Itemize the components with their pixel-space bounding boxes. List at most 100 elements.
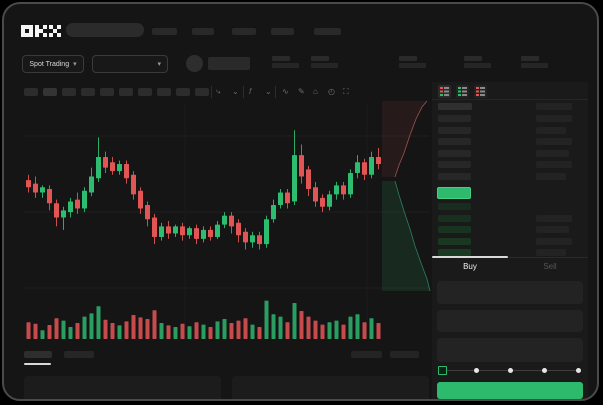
orderbook-amount[interactable]	[536, 149, 569, 157]
pair-selector-dropdown[interactable]: ▾	[92, 55, 168, 73]
orderbook-amount[interactable]	[536, 172, 566, 180]
app-window: Spot Trading ▾ ▾ ⤷ ⌄ 𝑓 ⌄ ∿ ✎ ⌂ ◴ ⛶	[2, 2, 599, 401]
orderbook-price[interactable]	[438, 249, 471, 256]
amount-slider[interactable]	[438, 366, 581, 375]
market-type-label: Spot Trading	[29, 60, 70, 68]
nav-item[interactable]	[271, 28, 294, 35]
orderbook-bids-only-icon[interactable]	[456, 85, 469, 98]
interval-button[interactable]	[176, 88, 190, 96]
stat-label	[272, 56, 290, 61]
okx-logo-icon	[21, 23, 61, 39]
toolbar-divider	[243, 86, 244, 98]
total-input[interactable]	[437, 338, 583, 362]
stat-label	[399, 56, 417, 61]
orderbook-price[interactable]	[438, 226, 471, 233]
slider-stop[interactable]	[575, 368, 581, 373]
stat-value	[399, 63, 426, 68]
chevron-down-icon: ▾	[73, 60, 77, 68]
chevron-down-icon[interactable]: ⌄	[232, 87, 239, 96]
orderbook-price[interactable]	[438, 126, 471, 134]
orderbook-asks-only-icon[interactable]	[474, 85, 487, 98]
nav-item[interactable]	[152, 28, 177, 35]
draw-tool-icon[interactable]: ✎	[298, 87, 305, 96]
orderbook-price[interactable]	[438, 161, 471, 168]
orderbook-price[interactable]	[438, 203, 471, 210]
orderbook-amount[interactable]	[536, 103, 572, 110]
bottom-action[interactable]	[351, 351, 382, 358]
price-input[interactable]	[437, 281, 583, 304]
orderbook-amount[interactable]	[536, 214, 572, 222]
nav-item[interactable]	[314, 28, 341, 35]
bottom-action[interactable]	[390, 351, 419, 358]
chevron-down-icon[interactable]: ⌄	[265, 87, 272, 96]
candlestick-chart[interactable]	[24, 99, 429, 359]
orderbook-price[interactable]	[438, 115, 471, 122]
interval-button[interactable]	[81, 88, 95, 96]
amount-input[interactable]	[437, 310, 583, 332]
indicators-icon[interactable]: 𝑓	[249, 87, 252, 96]
search-input[interactable]	[66, 23, 144, 37]
market-type-dropdown[interactable]: Spot Trading ▾	[22, 55, 84, 73]
slider-stop[interactable]	[541, 368, 547, 373]
fullscreen-icon[interactable]: ⛶	[343, 87, 349, 96]
tab-sell[interactable]: Sell	[543, 262, 557, 271]
orderbook-price[interactable]	[438, 138, 471, 145]
buy-submit-button[interactable]	[437, 382, 583, 399]
slider-stop[interactable]	[507, 368, 513, 373]
chevron-down-icon: ▾	[157, 60, 161, 68]
nav-item[interactable]	[232, 28, 256, 35]
interval-button[interactable]	[100, 88, 114, 96]
slider-stop[interactable]	[473, 368, 479, 373]
screenshot-icon[interactable]: ⌂	[313, 87, 318, 96]
history-clock-icon[interactable]: ◴	[328, 87, 335, 96]
orderbook-price[interactable]	[438, 149, 471, 157]
interval-button[interactable]	[195, 88, 209, 96]
stat-value	[311, 63, 338, 68]
stat-label	[521, 56, 539, 61]
right-panel: Buy Sell	[432, 82, 588, 399]
interval-button[interactable]	[119, 88, 133, 96]
stat-value	[272, 63, 299, 68]
line-tool-icon[interactable]: ∿	[282, 87, 289, 96]
orderbook-amount[interactable]	[536, 249, 566, 256]
interval-button[interactable]	[138, 88, 152, 96]
positions-panel[interactable]	[232, 376, 429, 399]
interval-button[interactable]	[24, 88, 38, 96]
pair-name-placeholder	[208, 57, 250, 70]
panel-divider	[432, 99, 588, 100]
interval-buttons	[24, 88, 209, 96]
buy-tab-underline	[432, 256, 508, 258]
orderbook-amount[interactable]	[536, 226, 569, 233]
orderbook-amount[interactable]	[536, 126, 566, 134]
toolbar-divider	[211, 86, 212, 98]
stat-value	[521, 63, 548, 68]
orderbook-combined-icon[interactable]	[438, 85, 451, 98]
active-tab-underline	[24, 363, 51, 365]
bottom-tab[interactable]	[24, 351, 52, 358]
stat-label	[311, 56, 329, 61]
interval-button[interactable]	[43, 88, 57, 96]
orderbook-price[interactable]	[438, 237, 471, 245]
candle-type-icon[interactable]: ⤷	[216, 87, 221, 96]
orderbook-price[interactable]	[438, 214, 471, 222]
stat-label	[464, 56, 482, 61]
coin-avatar	[186, 55, 203, 72]
orderbook-amount[interactable]	[536, 161, 572, 168]
orders-panel[interactable]	[24, 376, 221, 399]
orderbook-view-switch	[438, 85, 487, 98]
tabs-divider	[432, 257, 588, 258]
orderbook-amount[interactable]	[536, 115, 572, 122]
orderbook-amount[interactable]	[536, 138, 572, 145]
toolbar-divider	[275, 86, 276, 98]
nav-item[interactable]	[192, 28, 214, 35]
orderbook-amount[interactable]	[536, 237, 572, 245]
orderbook-price[interactable]	[438, 172, 471, 180]
slider-handle[interactable]	[438, 366, 447, 375]
last-price-bar[interactable]	[437, 187, 471, 199]
orderbook-price[interactable]	[438, 103, 472, 110]
depth-chart[interactable]	[382, 99, 434, 294]
bottom-tab[interactable]	[64, 351, 94, 358]
tab-buy[interactable]: Buy	[463, 262, 477, 271]
interval-button[interactable]	[62, 88, 76, 96]
interval-button[interactable]	[157, 88, 171, 96]
